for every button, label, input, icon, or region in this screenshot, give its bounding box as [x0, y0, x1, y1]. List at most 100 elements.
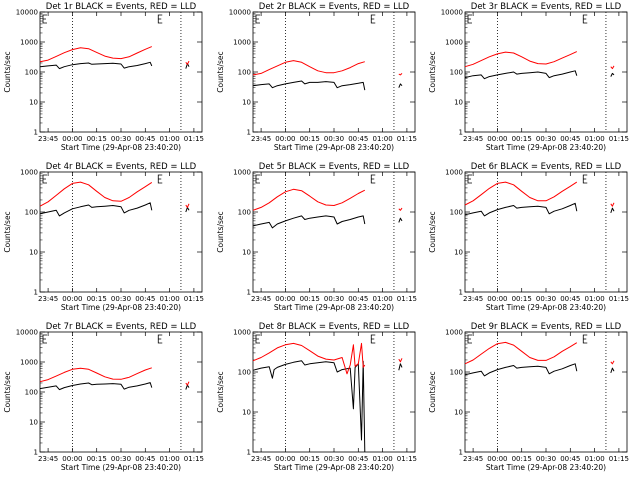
x-axis-label: Start Time (29-Apr-08 23:40:20) [486, 463, 606, 472]
x-tick-label: 01:15 [397, 135, 417, 143]
plot-title: Det 1r BLACK = Events, RED = LLD [46, 2, 197, 12]
y-tick-label: 1 [34, 129, 38, 137]
y-tick-label: 1 [247, 449, 251, 457]
y-tick-label: 10 [29, 419, 38, 427]
segment-bracket-mark [42, 14, 47, 24]
y-tick-label: 1000 [20, 169, 38, 177]
y-axis-label: Counts/sec [428, 51, 437, 92]
y-tick-label: 1000 [20, 39, 38, 47]
y-tick-label: 100 [450, 369, 463, 377]
x-tick-label: 23:45 [463, 135, 483, 143]
plot-title: Det 7r BLACK = Events, RED = LLD [46, 322, 197, 332]
x-tick-label: 00:30 [324, 455, 344, 463]
plot-frame [252, 171, 416, 293]
lld-series-line-segment-1 [39, 181, 153, 207]
x-tick-label: 01:00 [585, 135, 605, 143]
detector-plot-8: Det 8r BLACK = Events, RED = LLD 1 10 100 10… [216, 322, 417, 472]
y-axis-label: Counts/sec [216, 371, 225, 412]
lld-series-line-segment-1 [464, 51, 578, 68]
x-tick-label: 01:15 [184, 135, 204, 143]
y-tick-label: 10 [454, 409, 463, 417]
y-tick-label: 10000 [441, 9, 463, 17]
y-tick-label: 100 [25, 69, 38, 77]
events-series-line-segment-2 [185, 384, 190, 390]
events-series-line-segment-1 [464, 70, 578, 80]
x-axis-label: Start Time (29-Apr-08 23:40:20) [274, 143, 394, 152]
x-tick-label: 00:45 [348, 295, 368, 303]
x-tick-label: 00:45 [560, 455, 580, 463]
x-tick-label: 23:45 [38, 295, 58, 303]
x-tick-label: 00:45 [348, 455, 368, 463]
y-tick-label: 1000 [233, 169, 251, 177]
x-tick-label: 00:15 [87, 295, 107, 303]
x-axis-label: Start Time (29-Apr-08 23:40:20) [274, 303, 394, 312]
segment-bracket-mark [370, 174, 376, 184]
x-tick-label: 01:00 [160, 135, 180, 143]
x-tick-label: 00:30 [111, 455, 131, 463]
segment-bracket-mark [157, 14, 163, 24]
plot-title: Det 3r BLACK = Events, RED = LLD [471, 2, 622, 12]
y-tick-label: 10000 [16, 329, 38, 337]
x-axis-label: Start Time (29-Apr-08 23:40:20) [486, 303, 606, 312]
detector-plot-5: Det 5r BLACK = Events, RED = LLD 1 10 100 10… [216, 162, 417, 312]
x-tick-label: 00:00 [62, 295, 82, 303]
y-tick-label: 1000 [445, 329, 463, 337]
x-tick-label: 00:15 [300, 455, 320, 463]
detector-plot-2: Det 2r BLACK = Events, RED = LLD 1 10 100 10… [216, 2, 417, 152]
plot-frame [252, 11, 416, 133]
detector-plot-7: Det 7r BLACK = Events, RED = LLD 1 10 100 10… [3, 322, 204, 472]
plot-title: Det 9r BLACK = Events, RED = LLD [471, 322, 622, 332]
lld-series-line-segment-2 [398, 73, 403, 76]
y-tick-label: 100 [238, 69, 251, 77]
x-tick-label: 00:30 [324, 135, 344, 143]
y-tick-label: 1 [34, 289, 38, 297]
y-axis-label: Counts/sec [3, 51, 12, 92]
x-tick-label: 00:15 [87, 455, 107, 463]
plot-frame [464, 11, 628, 133]
x-tick-label: 01:00 [160, 455, 180, 463]
lld-series-line-segment-2 [398, 358, 403, 363]
x-tick-label: 00:15 [512, 135, 532, 143]
x-tick-label: 01:00 [585, 455, 605, 463]
plot-frame [39, 331, 203, 453]
y-tick-label: 1000 [20, 359, 38, 367]
x-tick-label: 00:00 [275, 135, 295, 143]
y-tick-label: 100 [25, 209, 38, 217]
x-axis-label: Start Time (29-Apr-08 23:40:20) [274, 463, 394, 472]
x-tick-label: 00:00 [487, 455, 507, 463]
events-series-line-segment-1 [464, 363, 578, 377]
x-tick-label: 00:45 [560, 135, 580, 143]
x-tick-label: 01:00 [585, 295, 605, 303]
events-series-line-segment-1 [39, 382, 153, 391]
x-axis-label: Start Time (29-Apr-08 23:40:20) [61, 463, 181, 472]
x-tick-label: 00:00 [62, 455, 82, 463]
x-tick-label: 01:00 [373, 455, 393, 463]
lld-series-line-segment-2 [398, 207, 403, 211]
x-tick-label: 00:30 [536, 135, 556, 143]
segment-bracket-mark [370, 14, 376, 24]
segment-bracket-mark [467, 14, 472, 24]
lld-series-line-segment-1 [39, 367, 152, 383]
y-tick-label: 100 [25, 389, 38, 397]
segment-bracket-mark [582, 14, 588, 24]
events-series-line-segment-1 [252, 360, 366, 453]
x-tick-label: 23:45 [463, 455, 483, 463]
lld-series-line-segment-2 [185, 60, 190, 65]
x-tick-label: 00:15 [300, 135, 320, 143]
y-tick-label: 1 [34, 449, 38, 457]
x-tick-label: 00:45 [135, 455, 155, 463]
events-series-line-segment-1 [252, 215, 366, 229]
events-series-line-segment-2 [398, 83, 403, 88]
x-tick-label: 23:45 [251, 295, 271, 303]
x-tick-label: 23:45 [251, 135, 271, 143]
detector-plot-1: Det 1r BLACK = Events, RED = LLD 1 10 100 10… [3, 2, 204, 152]
lld-series-line-segment-1 [252, 60, 365, 76]
lld-series-line-segment-1 [464, 341, 578, 365]
lld-series-line-segment-1 [464, 181, 578, 206]
events-series-line-segment-2 [610, 207, 615, 214]
x-tick-label: 01:15 [609, 135, 629, 143]
x-tick-label: 00:45 [135, 135, 155, 143]
x-tick-label: 00:15 [512, 295, 532, 303]
x-tick-label: 01:15 [184, 295, 204, 303]
y-tick-label: 1 [459, 289, 463, 297]
